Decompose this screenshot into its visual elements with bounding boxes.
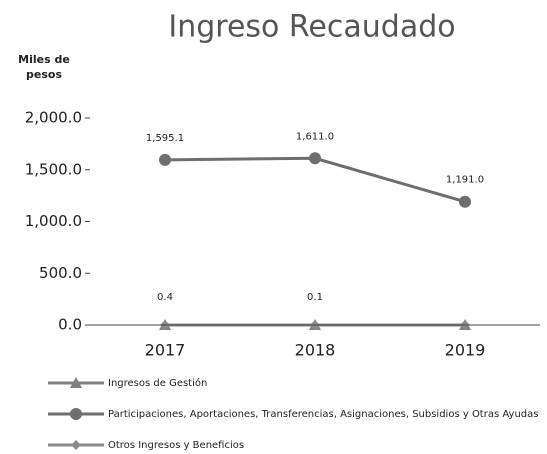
data-label: 0.1	[307, 292, 323, 303]
y-tick-label: 1,000.0	[25, 212, 82, 230]
data-label: 1,191.0	[446, 175, 484, 186]
legend-label: Otros Ingresos y Beneficios	[108, 440, 244, 451]
legend-marker	[70, 377, 82, 388]
legend-marker	[71, 440, 81, 450]
marker	[459, 195, 471, 208]
legend-label: Ingresos de Gestión	[108, 377, 207, 389]
legend-marker	[70, 408, 82, 420]
marker	[159, 153, 171, 166]
marker	[309, 152, 321, 165]
data-label: 1,595.1	[146, 133, 184, 144]
y-tick-label: 500.0	[39, 264, 82, 282]
y-axis-label: Miles de	[18, 53, 70, 66]
y-tick-label: 0.0	[58, 316, 82, 334]
x-tick-label: 2019	[445, 341, 486, 360]
y-tick-label: 1,500.0	[25, 160, 82, 178]
y-axis-label: pesos	[26, 68, 62, 81]
data-label: 1,611.0	[296, 131, 334, 142]
y-tick-label: 2,000.0	[25, 109, 82, 127]
x-tick-label: 2017	[145, 341, 186, 360]
chart-title: Ingreso Recaudado	[168, 10, 455, 45]
legend-label: Participaciones, Aportaciones, Transfere…	[108, 409, 538, 420]
data-label: 0.4	[157, 292, 173, 303]
line	[164, 156, 466, 204]
x-tick-label: 2018	[295, 341, 336, 360]
